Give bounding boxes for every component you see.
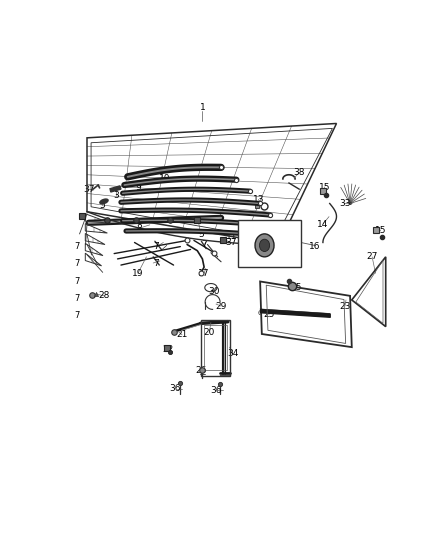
Text: 9: 9 [135,183,141,191]
Text: 7: 7 [154,242,159,251]
Text: 31: 31 [259,256,271,265]
Text: 23: 23 [339,302,351,311]
Text: 22: 22 [163,345,174,354]
Text: 21: 21 [177,330,188,340]
Text: 33: 33 [339,199,351,208]
Text: 7: 7 [154,259,159,268]
Text: 26: 26 [195,367,206,375]
Text: 17: 17 [198,269,210,278]
Text: 15: 15 [319,183,330,191]
Text: 36: 36 [210,386,222,395]
Polygon shape [110,186,121,192]
Text: 30: 30 [208,287,220,296]
Text: 11: 11 [226,232,237,241]
Text: 15: 15 [375,225,386,235]
Text: 14: 14 [317,220,328,229]
Text: 36: 36 [170,384,181,393]
Circle shape [259,239,270,252]
Text: 7: 7 [74,277,80,286]
Text: 13: 13 [253,195,264,204]
Text: 27: 27 [367,252,378,261]
Text: 28: 28 [98,292,110,300]
Text: 5: 5 [99,201,105,210]
Text: 20: 20 [204,328,215,337]
Text: 10: 10 [159,174,171,183]
Text: 7: 7 [74,260,80,268]
Text: 7: 7 [74,242,80,251]
Text: 37: 37 [226,238,237,247]
Text: 1: 1 [200,102,205,111]
Text: 38: 38 [293,168,305,177]
Text: 3: 3 [113,191,119,200]
Text: 7: 7 [74,294,80,303]
Text: 8: 8 [137,224,142,232]
Text: 5: 5 [198,230,204,239]
Text: 34: 34 [227,349,239,358]
Text: 7: 7 [74,311,80,320]
Ellipse shape [100,199,108,204]
Text: 12: 12 [266,224,278,232]
Text: 6: 6 [81,213,86,222]
Circle shape [255,234,274,257]
Text: 37: 37 [83,184,95,193]
Text: 16: 16 [309,242,320,251]
FancyBboxPatch shape [238,220,301,267]
Text: 19: 19 [132,269,144,278]
Text: 35: 35 [290,283,301,292]
Text: 37: 37 [244,246,256,255]
Text: 7: 7 [201,240,207,249]
Text: 29: 29 [215,302,227,311]
Text: 25: 25 [263,310,274,319]
